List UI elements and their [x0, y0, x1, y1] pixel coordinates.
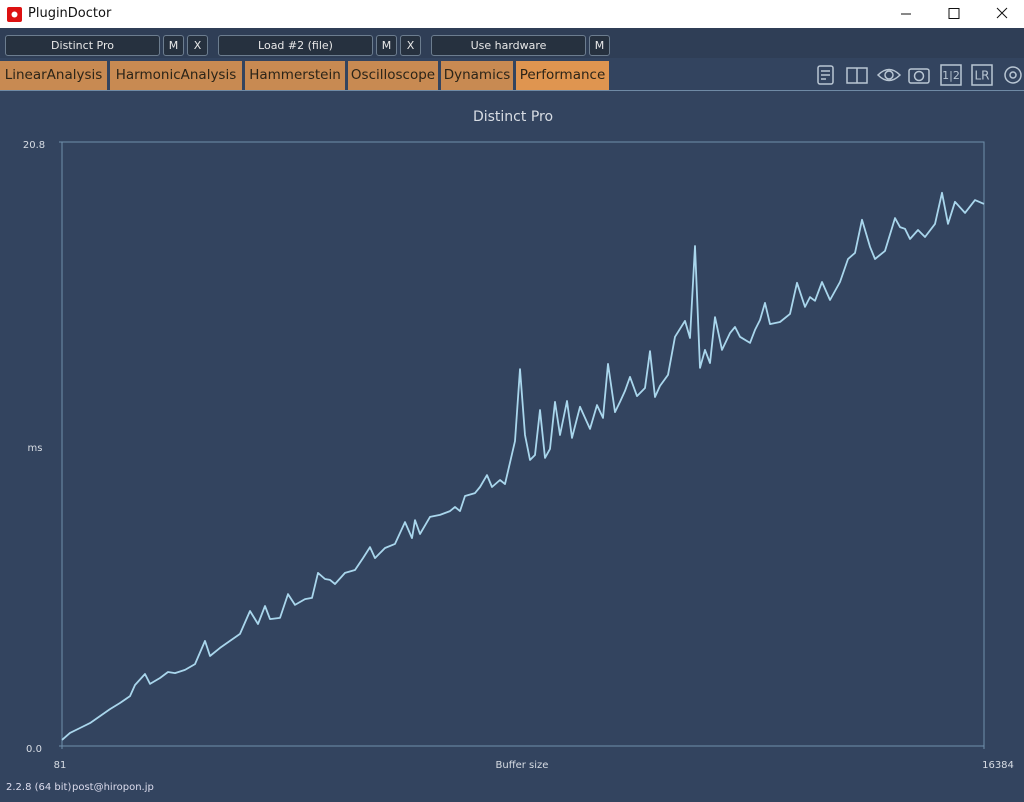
data-line [61, 191, 985, 741]
tab-underline [0, 90, 1024, 91]
hardware-button[interactable]: Use hardware [431, 35, 586, 56]
settings-icon[interactable] [1004, 66, 1022, 84]
notes-icon[interactable] [817, 65, 834, 85]
x-axis-label: Buffer size [496, 760, 549, 771]
x-tick-label: 16384 [982, 760, 1014, 771]
title-bar: PluginDoctor [0, 0, 1024, 28]
tab[interactable]: Hammerstein [245, 61, 345, 90]
y-axis-label: ms [28, 443, 43, 454]
plugin-button[interactable]: Distinct Pro [5, 35, 160, 56]
tool-icons: 1|2 LR [817, 64, 1022, 86]
load-button[interactable]: Load #2 (file) [218, 35, 373, 56]
plot-frame [61, 141, 985, 747]
tab[interactable]: Performance [516, 61, 609, 90]
m-button[interactable]: M [589, 35, 610, 56]
version: 2.2.8 (64 bit) [6, 782, 72, 793]
y-tick-label: 0.0 [26, 744, 42, 755]
app-icon [7, 7, 22, 22]
contact: post@hiropon.jp [72, 782, 154, 793]
x-button[interactable]: X [400, 35, 421, 56]
view-icon[interactable] [876, 68, 902, 82]
window-title: PluginDoctor [28, 6, 112, 21]
icon-label: LR [974, 69, 989, 83]
channel-icon[interactable] [971, 64, 993, 86]
chart: Distinct Pro ms Buffer size 0.0 20.8 81 163… [23, 109, 1014, 771]
camera-icon[interactable] [908, 68, 930, 84]
y-tick-label: 20.8 [23, 140, 45, 151]
x-button[interactable]: X [187, 35, 208, 56]
tab[interactable]: LinearAnalysis [0, 61, 107, 90]
icon-label: 1|2 [942, 69, 960, 82]
m-button[interactable]: M [376, 35, 397, 56]
manual-icon[interactable] [846, 67, 868, 84]
tab[interactable]: HarmonicAnalysis [110, 61, 242, 90]
window-controls[interactable] [880, 0, 1024, 28]
tab[interactable]: Dynamics [441, 61, 513, 90]
compare-icon[interactable] [940, 64, 962, 86]
tab[interactable]: Oscilloscope [348, 61, 438, 90]
x-tick-label: 81 [54, 760, 67, 771]
m-button[interactable]: M [163, 35, 184, 56]
chart-title: Distinct Pro [473, 109, 553, 125]
